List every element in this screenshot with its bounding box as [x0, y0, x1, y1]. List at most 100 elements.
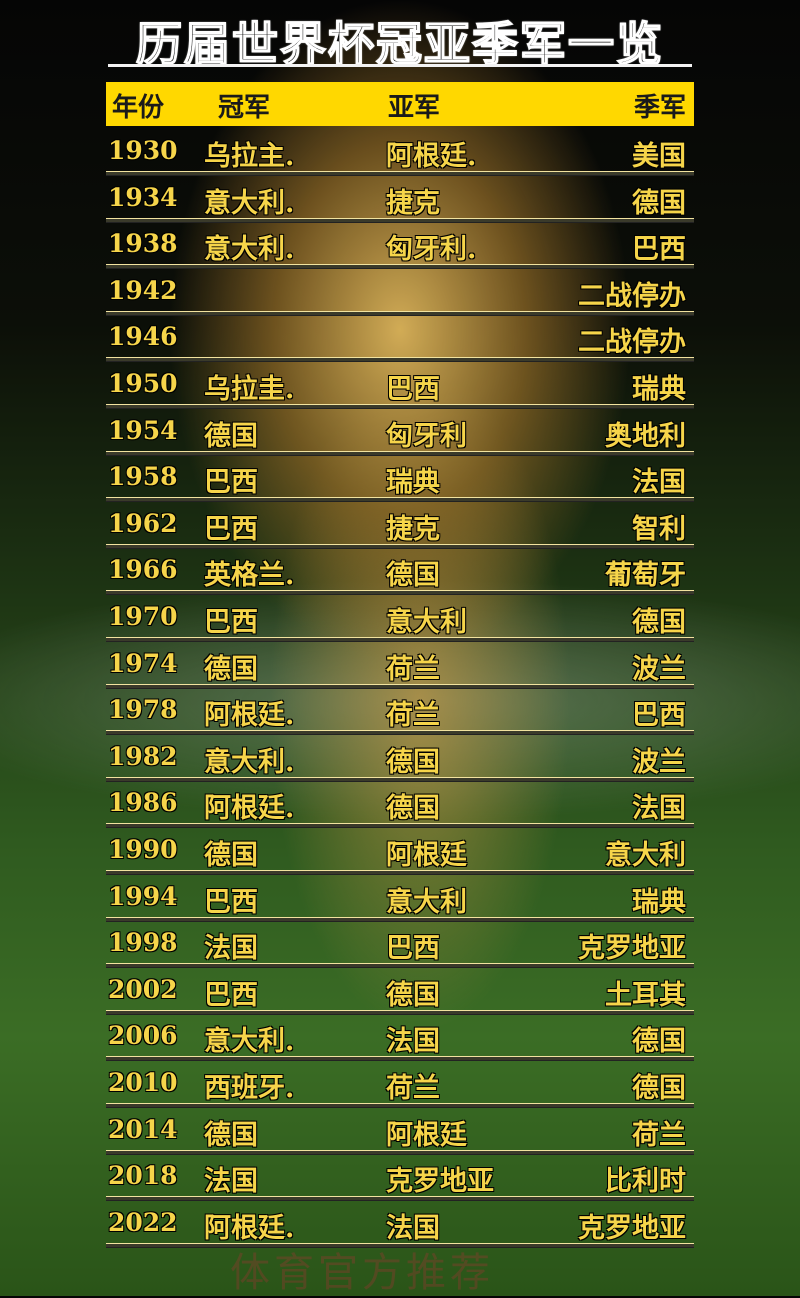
runner-up-cell: 巴西	[386, 374, 440, 405]
year-cell: 2002	[108, 974, 178, 1004]
page-title: 历届世界杯冠亚季军一览	[135, 16, 664, 72]
runner-up-cell: 荷兰	[386, 653, 440, 685]
row-divider	[106, 404, 694, 409]
year-cell: 1986	[108, 788, 178, 818]
third-cell: 土耳其	[605, 979, 686, 1011]
year-cell: 2018	[108, 1161, 178, 1191]
third-cell: 荷兰	[632, 1119, 686, 1151]
table-row: 1974 德国 荷兰 波兰	[106, 643, 694, 689]
champion-cell: 巴西	[204, 513, 258, 545]
year-cell: 1930	[108, 136, 178, 165]
runner-up-cell: 瑞典	[386, 467, 440, 499]
runner-up-cell: 荷兰	[386, 1073, 440, 1104]
title-divider	[108, 64, 692, 67]
runner-up-cell: 克罗地亚	[386, 1166, 494, 1198]
header-champion: 冠军	[218, 93, 271, 123]
table-row: 2018 法国 克罗地亚 比利时	[106, 1155, 694, 1202]
champion-cell: 西班牙.	[204, 1073, 295, 1104]
third-cell: 瑞典	[632, 886, 686, 918]
year-cell: 2014	[108, 1114, 178, 1144]
row-divider	[106, 963, 694, 969]
year-cell: 1974	[108, 648, 178, 678]
runner-up-cell: 匈牙利	[386, 420, 467, 452]
runner-up-cell: 巴西	[386, 933, 440, 965]
champion-cell: 法国	[204, 933, 258, 965]
row-divider	[106, 1242, 694, 1248]
year-cell: 1954	[108, 415, 178, 445]
year-cell: 1970	[108, 602, 178, 631]
runner-up-cell: 阿根廷	[386, 1119, 467, 1151]
third-cell: 智利	[632, 513, 686, 545]
header-year: 年份	[112, 93, 165, 123]
runner-up-cell: 匈牙利.	[386, 234, 477, 266]
runner-up-cell: 捷克	[386, 513, 440, 545]
year-cell: 1934	[108, 182, 178, 212]
runner-up-cell: 法国	[386, 1026, 440, 1058]
row-divider	[106, 497, 694, 503]
row-divider	[106, 637, 694, 642]
table-row: 1998 法国 巴西 克罗地亚	[106, 922, 694, 969]
watermark: 体育官方推荐	[230, 1250, 494, 1296]
row-divider	[106, 870, 694, 875]
row-divider	[106, 1056, 694, 1062]
table-row: 1970 巴西 意大利 德国	[106, 596, 694, 642]
table-row: 1966 英格兰. 德国 葡萄牙	[106, 549, 694, 596]
row-divider	[106, 543, 694, 549]
year-cell: 1958	[108, 462, 178, 492]
champion-cell: 阿根廷.	[204, 793, 295, 825]
year-cell: 2010	[108, 1068, 178, 1097]
third-cell: 二战停办	[578, 280, 686, 312]
third-cell: 巴西	[632, 700, 686, 732]
runner-up-cell: 德国	[386, 746, 440, 778]
third-cell: 德国	[632, 1026, 686, 1058]
champion-cell: 德国	[204, 1119, 258, 1151]
row-divider	[106, 357, 694, 363]
table-row: 1962 巴西 捷克 智利	[106, 503, 694, 549]
champion-cell: 乌拉主.	[204, 141, 295, 172]
third-cell: 克罗地亚	[578, 1212, 686, 1244]
champion-cell: 阿根廷.	[204, 1212, 295, 1244]
year-cell: 1946	[108, 322, 178, 352]
champion-cell: 德国	[204, 420, 258, 452]
champion-cell: 巴西	[204, 607, 258, 638]
table-row: 2002 巴西 德国 土耳其	[106, 969, 694, 1015]
table-row: 1982 意大利. 德国 波兰	[106, 736, 694, 782]
year-cell: 1998	[108, 928, 178, 958]
year-cell: 1942	[108, 275, 178, 305]
runner-up-cell: 捷克	[386, 187, 440, 219]
third-cell: 波兰	[632, 653, 686, 685]
row-divider	[106, 450, 694, 456]
year-cell: 2022	[108, 1207, 178, 1237]
champion-cell: 德国	[204, 653, 258, 685]
row-divider	[106, 217, 694, 223]
year-cell: 1962	[108, 508, 178, 538]
runner-up-cell: 意大利	[386, 607, 467, 638]
year-cell: 1990	[108, 835, 178, 864]
runner-up-cell: 阿根廷	[386, 840, 467, 871]
table-row: 1954 德国 匈牙利 奥地利	[106, 410, 694, 456]
table-row: 1950 乌拉圭. 巴西 瑞典	[106, 363, 694, 409]
row-divider	[106, 823, 694, 829]
table-row: 2022 阿根廷. 法国 克罗地亚	[106, 1202, 694, 1248]
third-cell: 波兰	[632, 746, 686, 778]
table-row: 1942 二战停办	[106, 270, 694, 316]
table-row: 1930 乌拉主. 阿根廷. 美国	[106, 130, 694, 176]
third-cell: 克罗地亚	[578, 933, 686, 965]
table-row: 2010 西班牙. 荷兰 德国	[106, 1062, 694, 1108]
year-cell: 1994	[108, 881, 178, 911]
header-runner-up: 亚军	[388, 93, 441, 123]
row-divider	[106, 1103, 694, 1108]
year-cell: 1950	[108, 369, 178, 398]
champion-cell: 法国	[204, 1166, 258, 1198]
runner-up-cell: 德国	[386, 979, 440, 1011]
row-divider	[106, 590, 694, 596]
champion-cell: 英格兰.	[204, 560, 295, 592]
third-cell: 德国	[632, 1073, 686, 1104]
champion-cell: 巴西	[204, 979, 258, 1011]
row-divider	[106, 683, 694, 689]
third-cell: 奥地利	[605, 420, 686, 452]
row-divider	[106, 171, 694, 176]
champion-cell: 乌拉圭.	[204, 374, 295, 405]
year-cell: 1938	[108, 229, 178, 259]
row-divider	[106, 776, 694, 782]
